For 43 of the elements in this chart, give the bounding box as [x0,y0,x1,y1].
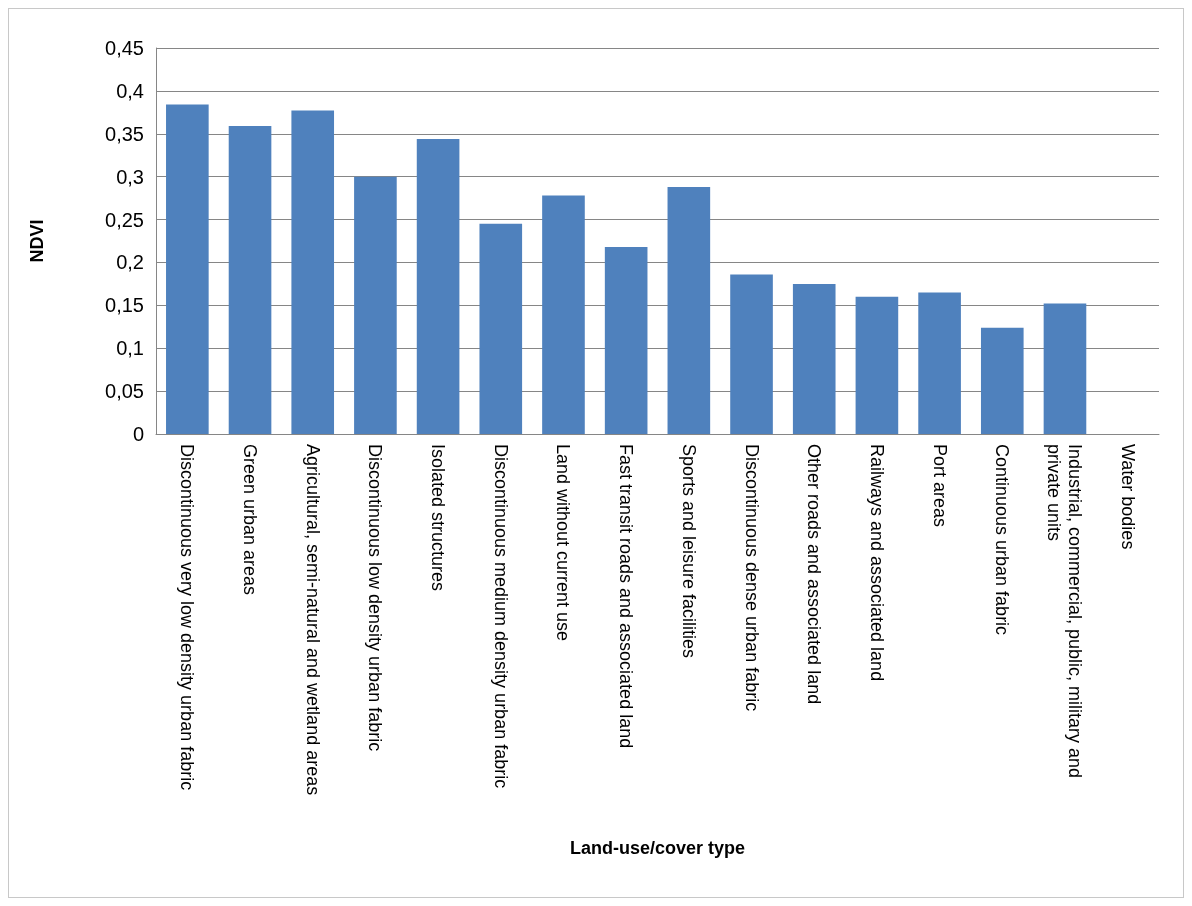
bar [479,223,523,434]
bar [291,110,335,434]
x-tick-label: Continuous urban fabric [992,444,1013,636]
x-tick-label: Green urban areas [240,444,261,596]
x-tick-label: Water bodies [1117,444,1138,550]
x-tick-label: Land without current use [553,444,574,642]
bar [855,296,899,434]
bar [354,176,397,434]
x-tick-label: Discontinuous very low density urban fabric [177,444,198,791]
y-tick-label: 0,15 [105,294,144,317]
y-tick-label: 0,3 [116,165,144,188]
y-tick-label: 0,2 [116,251,144,274]
y-tick-label: 0,1 [116,337,144,360]
x-tick-label: Sports and leisure facilities [678,444,699,659]
x-axis-title: Land-use/cover type [569,838,746,858]
bar [542,195,585,434]
y-axis-title: NDVI [27,219,47,263]
x-tick-label: Isolated structures [428,444,449,592]
y-tick-label: 0,45 [105,37,144,59]
x-tick-label: Discontinuous dense urban fabric [741,444,762,712]
y-tick-label: 0,05 [105,380,144,403]
bar [730,274,773,434]
y-tick-label: 0 [132,423,144,445]
x-tick-label: Railways and associated land [866,444,887,682]
x-tick-label: Agricultural, semi-natural and wetland areas [302,444,323,796]
x-tick-label: Port areas [929,444,950,528]
bar [166,104,209,434]
bar [416,138,460,434]
bar [228,126,272,434]
x-tick-label: Discontinuous low density urban fabric [365,444,386,752]
bar [667,186,711,434]
bar [1043,303,1087,434]
y-tick-label: 0,4 [116,79,144,102]
x-tick-label: Fast transit roads and associated land [616,444,637,749]
y-tick-label: 0,35 [105,122,144,145]
x-tick-label: Other roads and associated land [804,444,825,705]
bar [980,327,1024,434]
bar [792,283,836,434]
y-tick-label: 0,25 [105,208,144,231]
bar [918,292,961,434]
x-tick-label: Discontinuous medium density urban fabric [490,444,511,789]
bar [604,247,648,434]
x-tick-label: Industrial, commercial, public, military and private units [1044,444,1086,784]
